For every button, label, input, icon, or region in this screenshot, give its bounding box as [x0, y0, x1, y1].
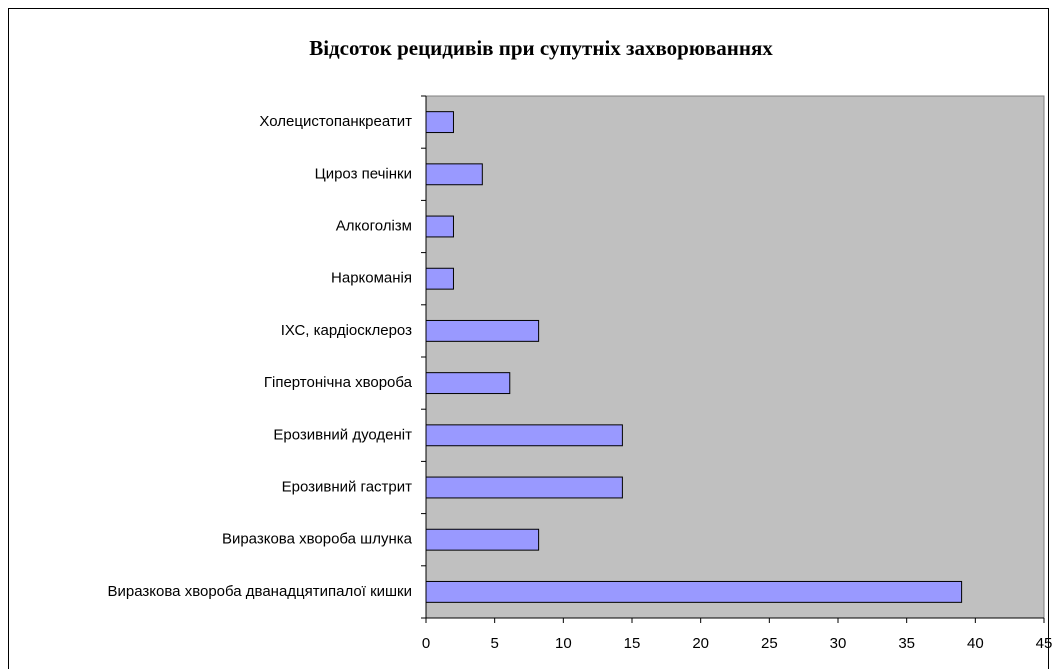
x-tick-label: 10 — [555, 635, 572, 652]
bar — [425, 372, 511, 395]
bar — [425, 111, 454, 134]
x-tick-label: 5 — [490, 635, 498, 652]
y-tick-label: Ерозивний гастрит — [282, 478, 413, 495]
y-tick-label: Наркоманія — [331, 270, 412, 287]
x-tick-label: 15 — [624, 635, 641, 652]
x-tick-label: 30 — [830, 635, 847, 652]
bar — [425, 580, 963, 603]
bar — [425, 163, 483, 186]
x-tick-label: 25 — [761, 635, 778, 652]
bar — [425, 424, 623, 447]
x-tick-label: 40 — [967, 635, 984, 652]
y-tick-label: Гіпертонічна хвороба — [264, 374, 413, 391]
x-tick-label: 45 — [1036, 635, 1053, 652]
y-tick-label: Алкоголізм — [336, 217, 412, 234]
y-tick-label: Ерозивний дуоденіт — [273, 426, 412, 443]
chart-title: Відсоток рецидивів при супутніх захворюв… — [309, 36, 773, 60]
y-tick-label: Цироз печінки — [315, 165, 412, 182]
bar — [425, 528, 540, 551]
bar — [425, 267, 454, 290]
y-tick-label: Холецистопанкреатит — [259, 113, 412, 130]
y-tick-label: Виразкова хвороба дванадцятипалої кишки — [108, 583, 412, 600]
y-tick-label: ІХС, кардіосклероз — [281, 322, 412, 339]
x-tick-label: 35 — [898, 635, 915, 652]
bar — [425, 319, 540, 342]
y-tick-label: Виразкова хвороба шлунка — [222, 531, 413, 548]
x-tick-label: 0 — [422, 635, 430, 652]
bar — [425, 476, 623, 499]
bar — [425, 215, 454, 238]
x-tick-label: 20 — [692, 635, 709, 652]
